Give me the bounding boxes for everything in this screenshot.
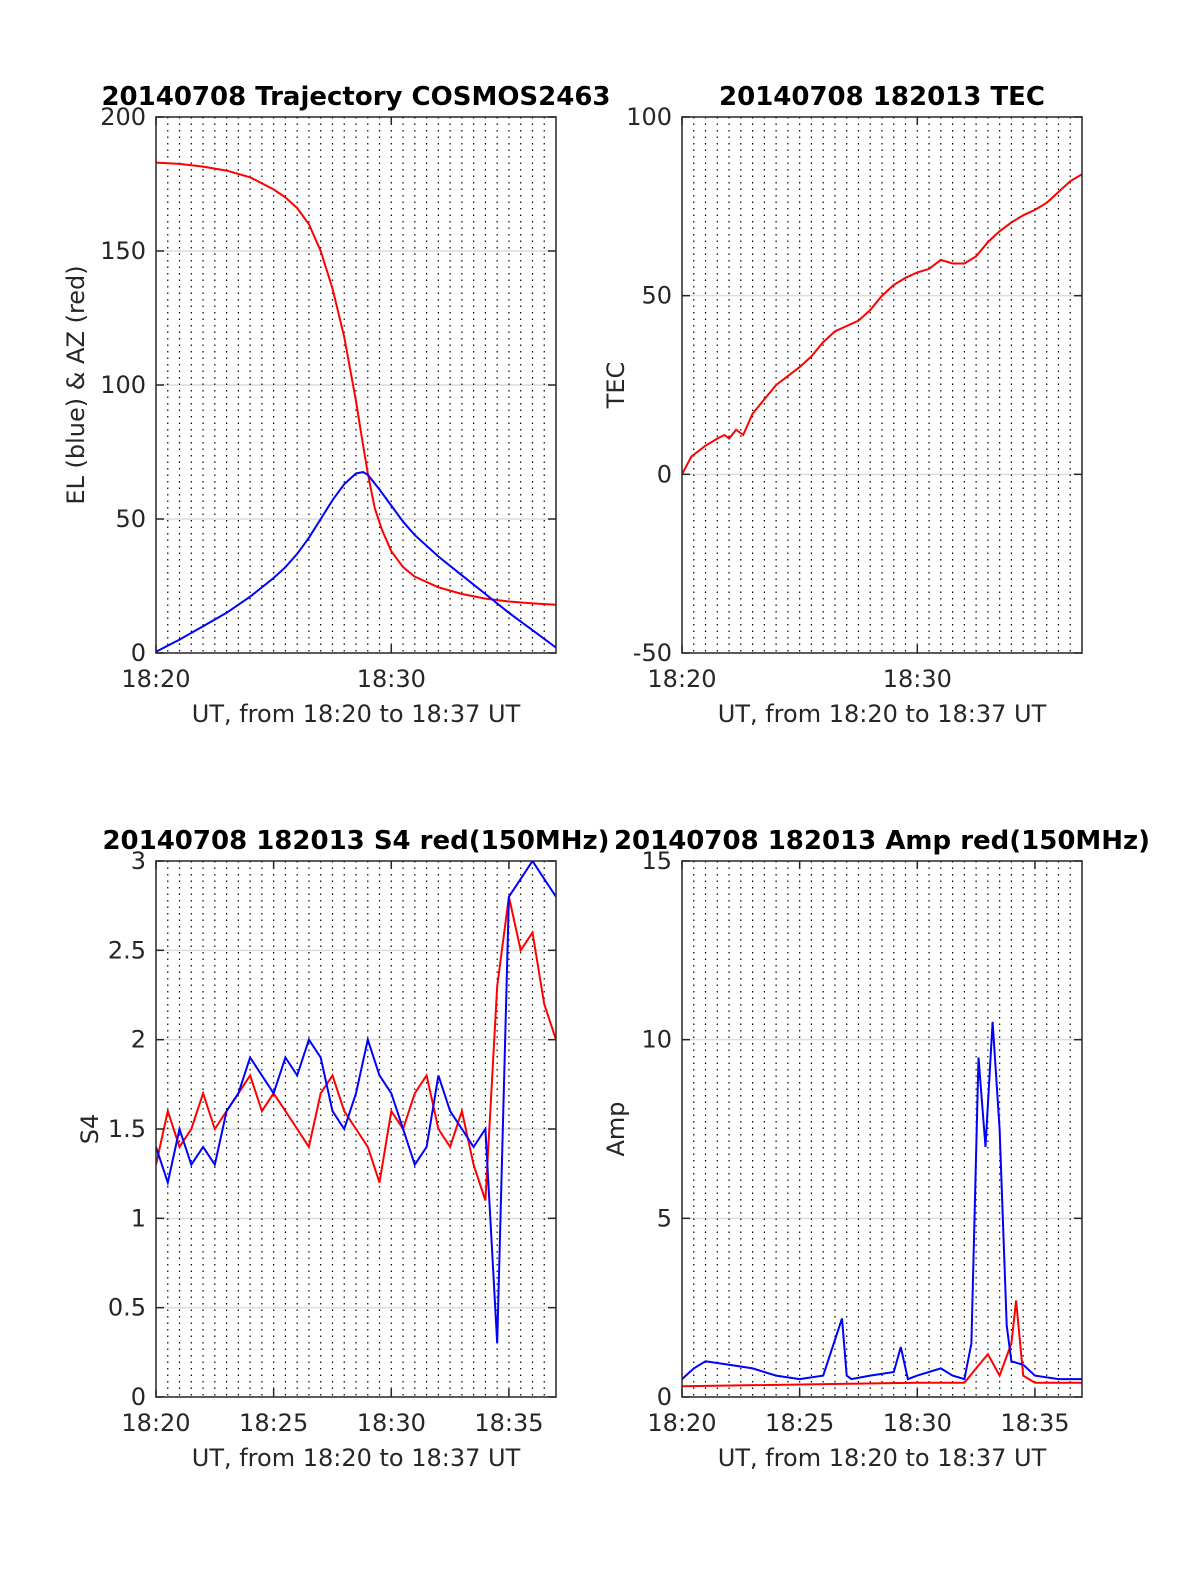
y-tick-label: 0.5 (108, 1294, 146, 1322)
x-axis-label: UT, from 18:20 to 18:37 UT (192, 1444, 521, 1472)
series-line-red (156, 896, 556, 1201)
y-tick-label: 15 (641, 847, 672, 875)
y-tick-label: 5 (657, 1204, 672, 1232)
chart-title: 20140708 182013 TEC (719, 82, 1045, 112)
y-tick-label: 50 (641, 282, 672, 310)
y-axis-label: Amp (602, 1101, 630, 1156)
series-line-blue (682, 1021, 1082, 1381)
y-tick-label: 200 (100, 103, 146, 131)
chart-title: 20140708 Trajectory COSMOS2463 (101, 82, 610, 112)
chart-0: 0 50 100 150 200 18:20 18:30 20140708 Trajector… (62, 82, 611, 728)
chart-title: 20140708 182013 Amp red(150MHz) (614, 826, 1150, 856)
chart-title: 20140708 182013 S4 red(150MHz) (102, 826, 609, 856)
x-tick-label: 18:25 (239, 1409, 308, 1437)
x-axis-label: UT, from 18:20 to 18:37 UT (192, 700, 521, 728)
series-line-red (682, 1300, 1082, 1388)
y-tick-label: 1 (131, 1204, 146, 1232)
y-axis-label: S4 (76, 1114, 104, 1145)
y-tick-label: 100 (626, 103, 672, 131)
axes-box (681, 116, 1083, 654)
series-line-blue (156, 861, 556, 1344)
y-tick-label: 0 (657, 460, 672, 488)
y-tick-label: -50 (633, 639, 672, 667)
x-tick-label: 18:20 (647, 665, 716, 693)
y-tick-label: 10 (641, 1026, 672, 1054)
x-tick-label: 18:25 (765, 1409, 834, 1437)
x-axis-label: UT, from 18:20 to 18:37 UT (718, 1444, 1047, 1472)
y-tick-label: 3 (131, 847, 146, 875)
series-line-blue (156, 471, 556, 653)
y-tick-label: 0 (131, 639, 146, 667)
y-tick-label: 100 (100, 371, 146, 399)
x-tick-label: 18:30 (883, 1409, 952, 1437)
y-tick-label: 2.5 (108, 936, 146, 964)
x-tick-label: 18:20 (121, 1409, 190, 1437)
x-tick-label: 18:35 (1000, 1409, 1069, 1437)
y-tick-label: 0 (131, 1383, 146, 1411)
y-tick-label: 50 (115, 505, 146, 533)
y-tick-label: 0 (657, 1383, 672, 1411)
y-tick-label: 2 (131, 1026, 146, 1054)
series-line-red (156, 161, 556, 606)
y-tick-label: 150 (100, 237, 146, 265)
chart-3: 0 5 10 15 18:20 18:25 18:30 18:35 20140708 18201… (602, 826, 1150, 1472)
axes-box (681, 860, 1083, 1398)
x-tick-label: 18:30 (883, 665, 952, 693)
x-tick-label: 18:20 (647, 1409, 716, 1437)
y-tick-label: 1.5 (108, 1115, 146, 1143)
x-tick-label: 18:20 (121, 665, 190, 693)
series-line-red (682, 173, 1082, 475)
chart-2: 0 0.5 1 1.5 2 2.5 3 18:20 18:25 18:30 18:35 2014070… (76, 826, 610, 1472)
x-tick-label: 18:30 (357, 1409, 426, 1437)
y-axis-label: TEC (602, 362, 630, 410)
x-tick-label: 18:30 (357, 665, 426, 693)
x-axis-label: UT, from 18:20 to 18:37 UT (718, 700, 1047, 728)
x-tick-label: 18:35 (474, 1409, 543, 1437)
chart-1: -50 0 50 100 18:20 18:30 20140708 182013 TEC UT… (602, 82, 1083, 728)
y-axis-label: EL (blue) & AZ (red) (62, 265, 90, 504)
